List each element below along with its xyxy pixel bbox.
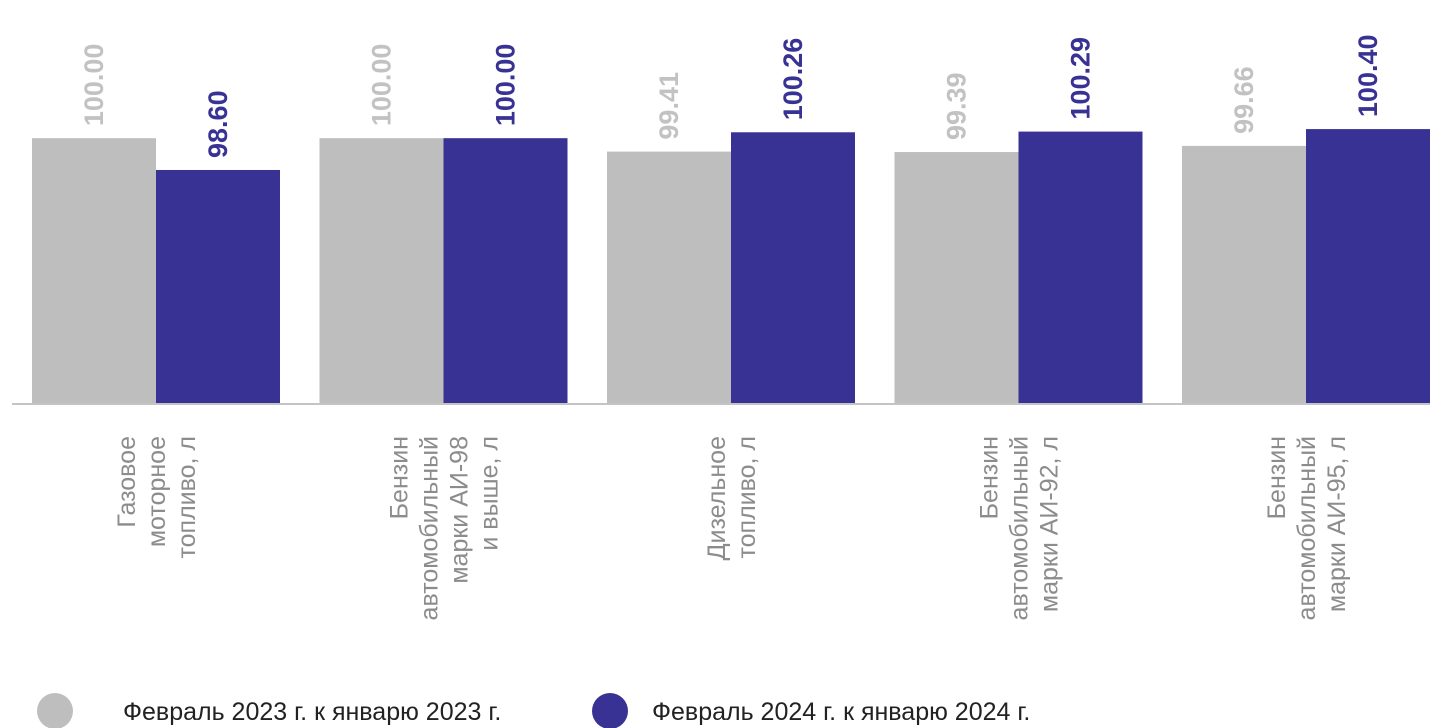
category-label-3-line1: Дизельное bbox=[703, 436, 731, 560]
bar-series2-cat4 bbox=[1018, 131, 1143, 404]
category-label-2-line1: Бензин bbox=[386, 436, 414, 519]
bar-series1-cat3 bbox=[607, 151, 731, 404]
value-labels-group: 100.00 98.60 100.00 100.00 99.41 100.26 99.39 1… bbox=[79, 34, 1383, 157]
bar-series2-cat2 bbox=[443, 138, 568, 404]
category-label-1-line1: Газовое bbox=[113, 436, 141, 528]
value-label-series2-cat3: 100.26 bbox=[778, 38, 808, 121]
category-label-2-line2: автомобильный bbox=[416, 436, 444, 620]
value-label-series1-cat4: 99.39 bbox=[942, 72, 972, 140]
bar-series2-cat3 bbox=[731, 132, 855, 404]
category-label-2-line4: и выше, л bbox=[476, 436, 504, 551]
category-label-4-line3: марки АИ-92, л bbox=[1036, 436, 1064, 612]
bar-series1-cat5 bbox=[1182, 145, 1306, 404]
category-label-5-line2: автомобильный bbox=[1293, 436, 1321, 620]
value-label-series1-cat2: 100.00 bbox=[367, 44, 397, 127]
value-label-series2-cat1: 98.60 bbox=[203, 90, 233, 158]
value-label-series2-cat5: 100.40 bbox=[1353, 34, 1383, 117]
legend-marker-2024 bbox=[592, 693, 628, 728]
category-labels-group: Газовое моторное топливо, л Бензин автомобил… bbox=[113, 436, 1351, 620]
bar-series2-cat5 bbox=[1306, 129, 1430, 404]
legend: Февраль 2023 г. к январю 2023 г. Февраль… bbox=[37, 693, 1030, 728]
value-label-series1-cat5: 99.66 bbox=[1229, 66, 1259, 134]
category-label-1-line3: топливо, л bbox=[173, 436, 201, 559]
value-label-series2-cat2: 100.00 bbox=[491, 44, 521, 127]
category-label-1-line2: моторное bbox=[143, 436, 171, 547]
value-label-series1-cat1: 100.00 bbox=[79, 44, 109, 127]
category-label-5-line3: марки АИ-95, л bbox=[1323, 436, 1351, 612]
legend-label-2024: Февраль 2024 г. к январю 2024 г. bbox=[652, 698, 1030, 726]
category-label-4-line2: автомобильный bbox=[1006, 436, 1034, 620]
legend-marker-2023 bbox=[37, 693, 73, 728]
bar-series2-cat1 bbox=[156, 169, 280, 404]
bar-series1-cat2 bbox=[319, 138, 444, 404]
category-label-5-line1: Бензин bbox=[1263, 436, 1291, 519]
category-label-3-line2: топливо, л bbox=[733, 436, 761, 559]
bars-group bbox=[32, 129, 1430, 404]
bar-series1-cat4 bbox=[894, 152, 1019, 404]
legend-label-2023: Февраль 2023 г. к январю 2023 г. bbox=[123, 698, 501, 726]
value-label-series2-cat4: 100.29 bbox=[1066, 37, 1096, 120]
category-label-2-line3: марки АИ-98 bbox=[446, 436, 474, 584]
value-label-series1-cat3: 99.41 bbox=[654, 72, 684, 140]
bar-series1-cat1 bbox=[32, 138, 156, 404]
category-label-4-line1: Бензин bbox=[976, 436, 1004, 519]
